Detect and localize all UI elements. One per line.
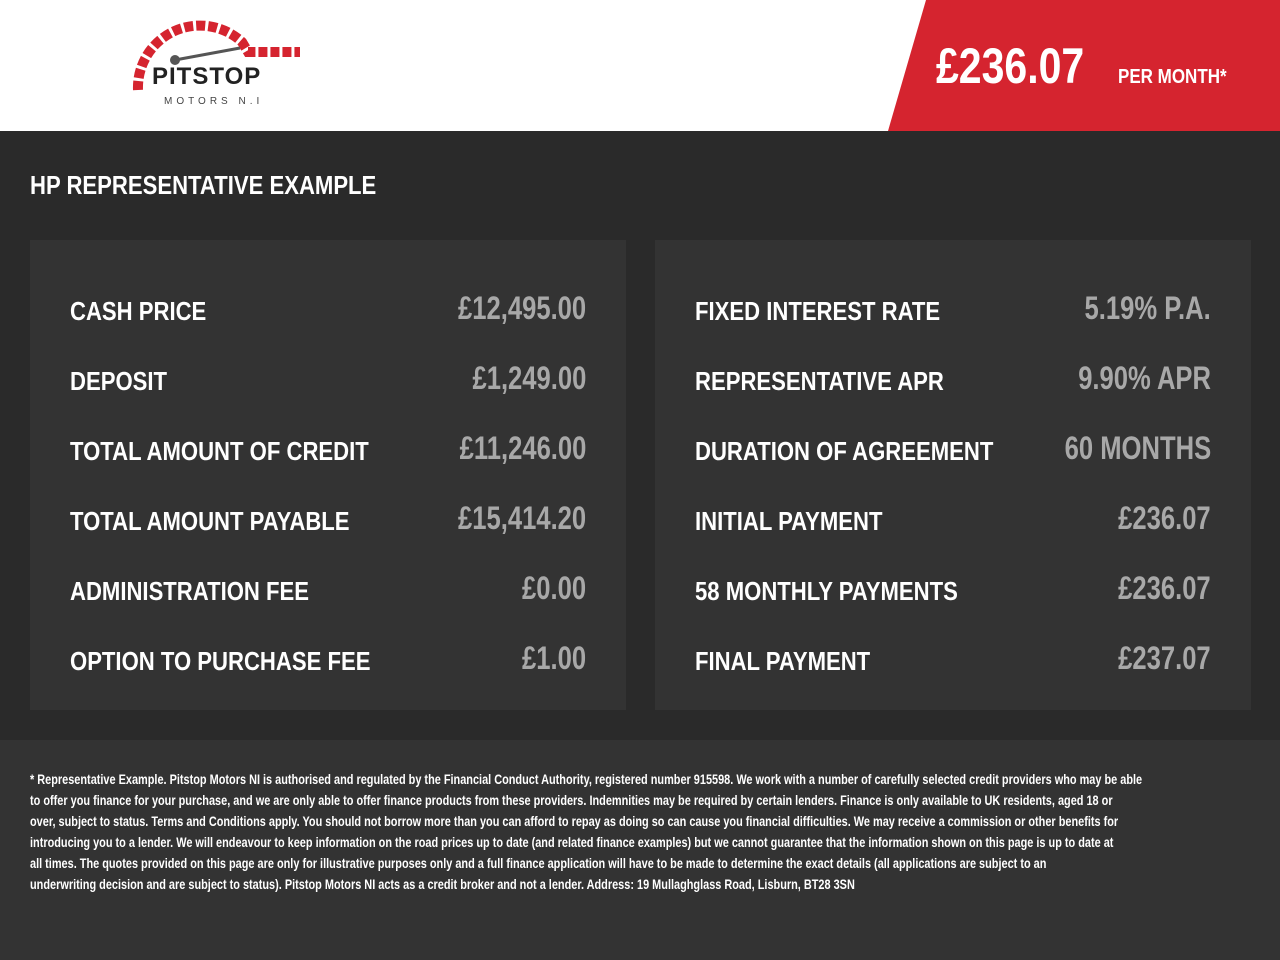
disclaimer-line: over, subject to status. Terms and Condi… (30, 813, 1119, 829)
finance-value: £1.00 (521, 640, 586, 676)
finance-label: REPRESENTATIVE APR (695, 366, 944, 396)
finance-label: OPTION TO PURCHASE FEE (70, 646, 371, 676)
finance-value: £15,414.20 (457, 500, 586, 536)
finance-label: TOTAL AMOUNT OF CREDIT (70, 436, 369, 466)
finance-value: £1,249.00 (472, 360, 586, 396)
disclaimer: * Representative Example. Pitstop Motors… (0, 740, 1280, 960)
finance-row: 58 MONTHLY PAYMENTS £236.07 (695, 570, 1211, 610)
finance-row: FIXED INTEREST RATE 5.19% P.A. (695, 290, 1211, 330)
finance-value: 5.19% P.A. (1084, 290, 1211, 326)
monthly-price: £236.07 (936, 38, 1085, 94)
finance-label: DURATION OF AGREEMENT (695, 436, 994, 466)
disclaimer-line: underwriting decision and are subject to… (30, 876, 855, 892)
finance-label: ADMINISTRATION FEE (70, 576, 310, 606)
finance-label: DEPOSIT (70, 366, 168, 396)
finance-row: DURATION OF AGREEMENT 60 MONTHS (695, 430, 1211, 470)
logo-text: PITSTOP (152, 63, 262, 90)
finance-value: £11,246.00 (459, 430, 586, 466)
finance-value: 9.90% APR (1078, 360, 1211, 396)
finance-value: £237.07 (1118, 640, 1211, 676)
per-month-label: PER MONTH* (1118, 66, 1227, 88)
finance-label: FINAL PAYMENT (695, 646, 871, 676)
finance-value: £12,495.00 (457, 290, 586, 326)
finance-panel-right: FIXED INTEREST RATE 5.19% P.A. REPRESENTAT… (655, 240, 1251, 710)
finance-value: £236.07 (1118, 500, 1211, 536)
finance-value: £0.00 (521, 570, 586, 606)
header: PITSTOP MOTORS N.I £236.07 PER MONTH* (0, 0, 1280, 131)
finance-row: TOTAL AMOUNT PAYABLE £15,414.20 (70, 500, 586, 540)
finance-row: CASH PRICE £12,495.00 (70, 290, 586, 330)
monthly-price-banner: £236.07 PER MONTH* (888, 0, 1280, 131)
section-title: HP REPRESENTATIVE EXAMPLE (30, 170, 377, 200)
finance-row: ADMINISTRATION FEE £0.00 (70, 570, 586, 610)
disclaimer-line: introducing you to a lender. We will end… (30, 834, 1114, 850)
finance-row: REPRESENTATIVE APR 9.90% APR (695, 360, 1211, 400)
speedometer-icon (132, 20, 300, 91)
finance-row: FINAL PAYMENT £237.07 (695, 640, 1211, 680)
disclaimer-line: * Representative Example. Pitstop Motors… (30, 771, 1143, 787)
finance-row: TOTAL AMOUNT OF CREDIT £11,246.00 (70, 430, 586, 470)
finance-row: DEPOSIT £1,249.00 (70, 360, 586, 400)
finance-label: TOTAL AMOUNT PAYABLE (70, 506, 350, 536)
finance-label: FIXED INTEREST RATE (695, 296, 941, 326)
finance-label: CASH PRICE (70, 296, 207, 326)
finance-row: INITIAL PAYMENT £236.07 (695, 500, 1211, 540)
finance-panel-left: CASH PRICE £12,495.00 DEPOSIT £1,249.00 TOTA… (30, 240, 626, 710)
logo-subtext: MOTORS N.I (164, 96, 264, 107)
finance-value: 60 MONTHS (1064, 430, 1211, 466)
finance-value: £236.07 (1118, 570, 1211, 606)
disclaimer-line: to offer you finance for your purchase, … (30, 792, 1113, 808)
finance-row: OPTION TO PURCHASE FEE £1.00 (70, 640, 586, 680)
disclaimer-line: all times. The quotes provided on this p… (30, 855, 1047, 871)
finance-label: 58 MONTHLY PAYMENTS (695, 576, 958, 606)
finance-label: INITIAL PAYMENT (695, 506, 883, 536)
logo[interactable]: PITSTOP MOTORS N.I (130, 18, 310, 114)
